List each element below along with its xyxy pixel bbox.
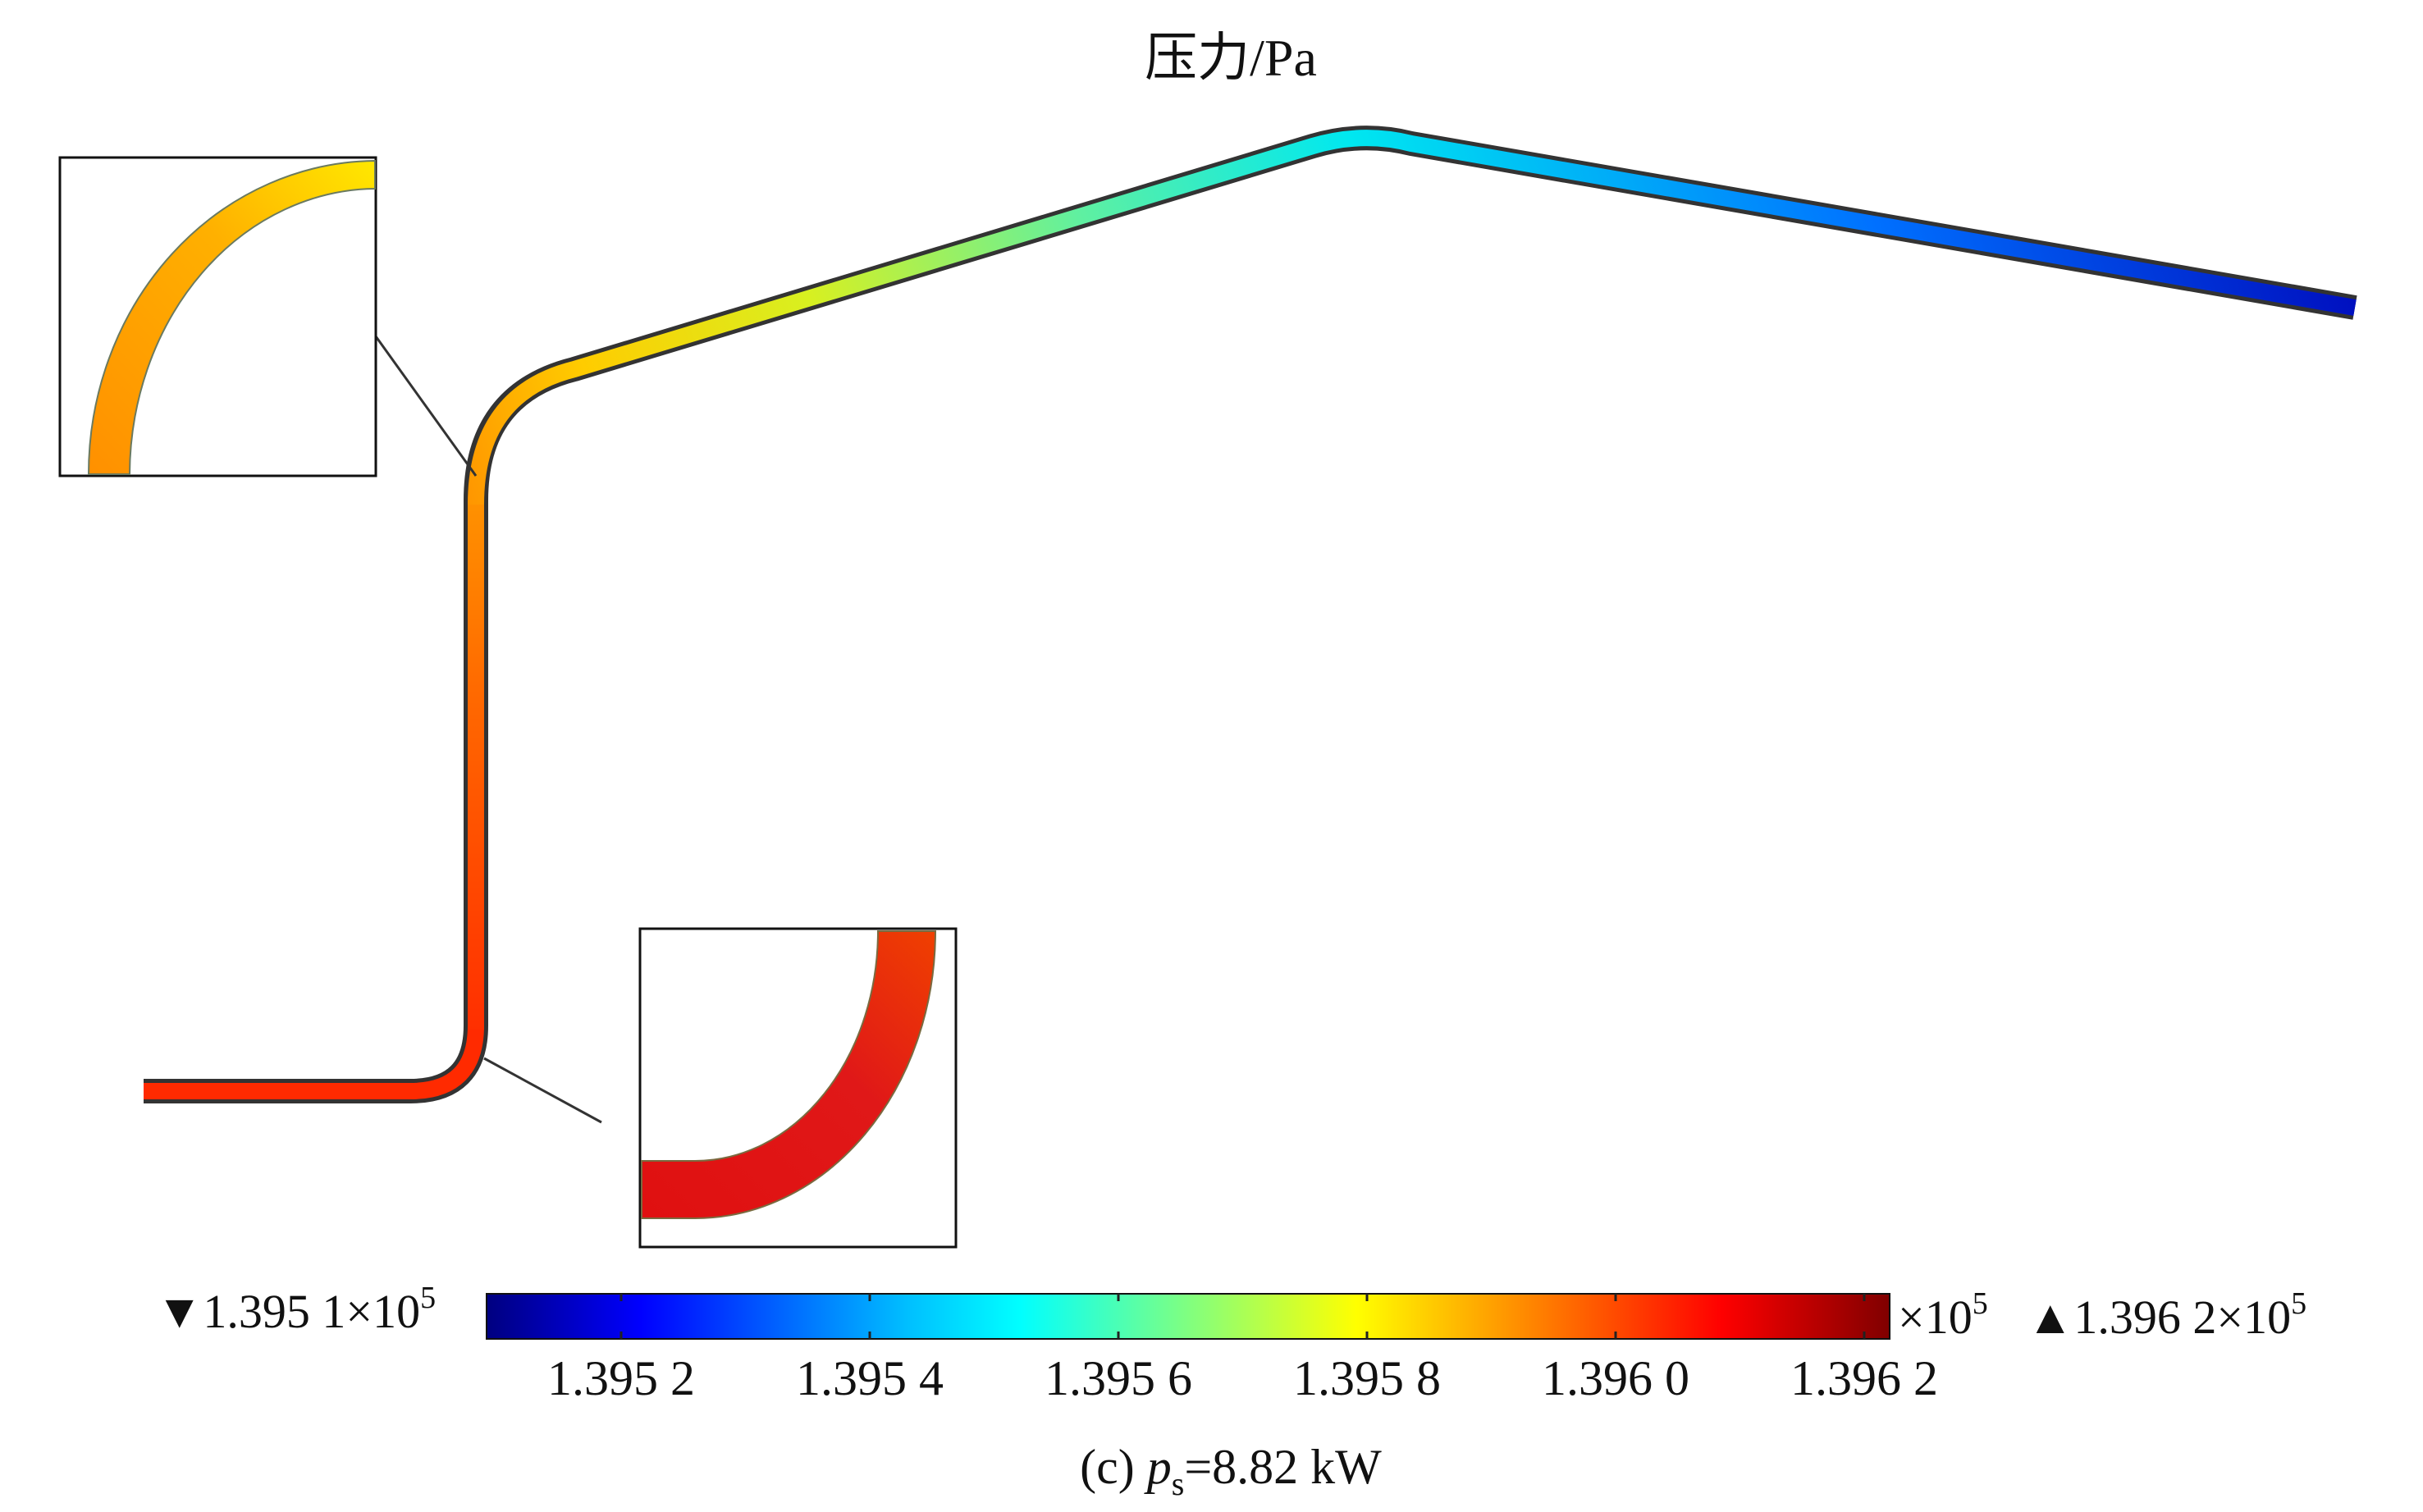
colorbar-tick-label: 1.395 6 bbox=[1045, 1351, 1192, 1405]
min-exponent: 5 bbox=[420, 1281, 436, 1315]
colorbar: 1.395 2 1.395 4 1.395 6 1.395 8 1.396 0 1.396… bbox=[156, 1281, 2306, 1405]
colorbar-gradient bbox=[486, 1293, 1890, 1340]
caption-subscript: s bbox=[1172, 1465, 1185, 1502]
max-exponent: 5 bbox=[2291, 1286, 2306, 1321]
min-marker: ▼ bbox=[156, 1285, 203, 1338]
colorbar-max-label: ▲1.396 2×105 bbox=[2027, 1286, 2306, 1344]
colorbar-tick-label: 1.395 8 bbox=[1293, 1351, 1441, 1405]
inset-upper-pipe bbox=[87, 159, 376, 475]
multiplier-base: ×10 bbox=[1898, 1290, 1973, 1344]
colorbar-tick-label: 1.396 2 bbox=[1790, 1351, 1938, 1405]
colorbar-min-label: ▼1.395 1×105 bbox=[156, 1281, 436, 1338]
inset-lower-pipe bbox=[641, 930, 937, 1219]
max-marker: ▲ bbox=[2027, 1290, 2073, 1344]
inset-lower-leader bbox=[483, 1057, 602, 1124]
min-value: 1.395 1×10 bbox=[203, 1285, 420, 1338]
pipe-core-horizontal bbox=[144, 1025, 484, 1099]
caption-variable: p bbox=[1144, 1440, 1172, 1494]
inset-lower-bend bbox=[483, 927, 958, 1249]
colorbar-tick-label: 1.395 4 bbox=[796, 1351, 944, 1405]
figure-title: 压力/Pa bbox=[1145, 29, 1317, 87]
inset-upper-leader bbox=[374, 336, 478, 477]
multiplier-exponent: 5 bbox=[1973, 1286, 1988, 1321]
figure-caption: (c) ps=8.82 kW bbox=[1080, 1440, 1382, 1502]
colorbar-tick-label: 1.395 2 bbox=[547, 1351, 695, 1405]
colorbar-multiplier: ×105 bbox=[1898, 1286, 1988, 1344]
inset-upper-bend bbox=[58, 156, 478, 477]
caption-value: =8.82 kW bbox=[1184, 1440, 1382, 1494]
pipe bbox=[144, 126, 2357, 1103]
pipe-core-upper bbox=[468, 130, 2357, 505]
max-value: 1.396 2×10 bbox=[2073, 1290, 2291, 1344]
caption-prefix: (c) bbox=[1080, 1440, 1147, 1494]
colorbar-tick-labels: 1.395 2 1.395 4 1.395 6 1.395 8 1.396 0 1.396… bbox=[547, 1351, 1938, 1405]
colorbar-tick-label: 1.396 0 bbox=[1542, 1351, 1689, 1405]
colorbar-tick-marks bbox=[619, 1294, 1866, 1339]
